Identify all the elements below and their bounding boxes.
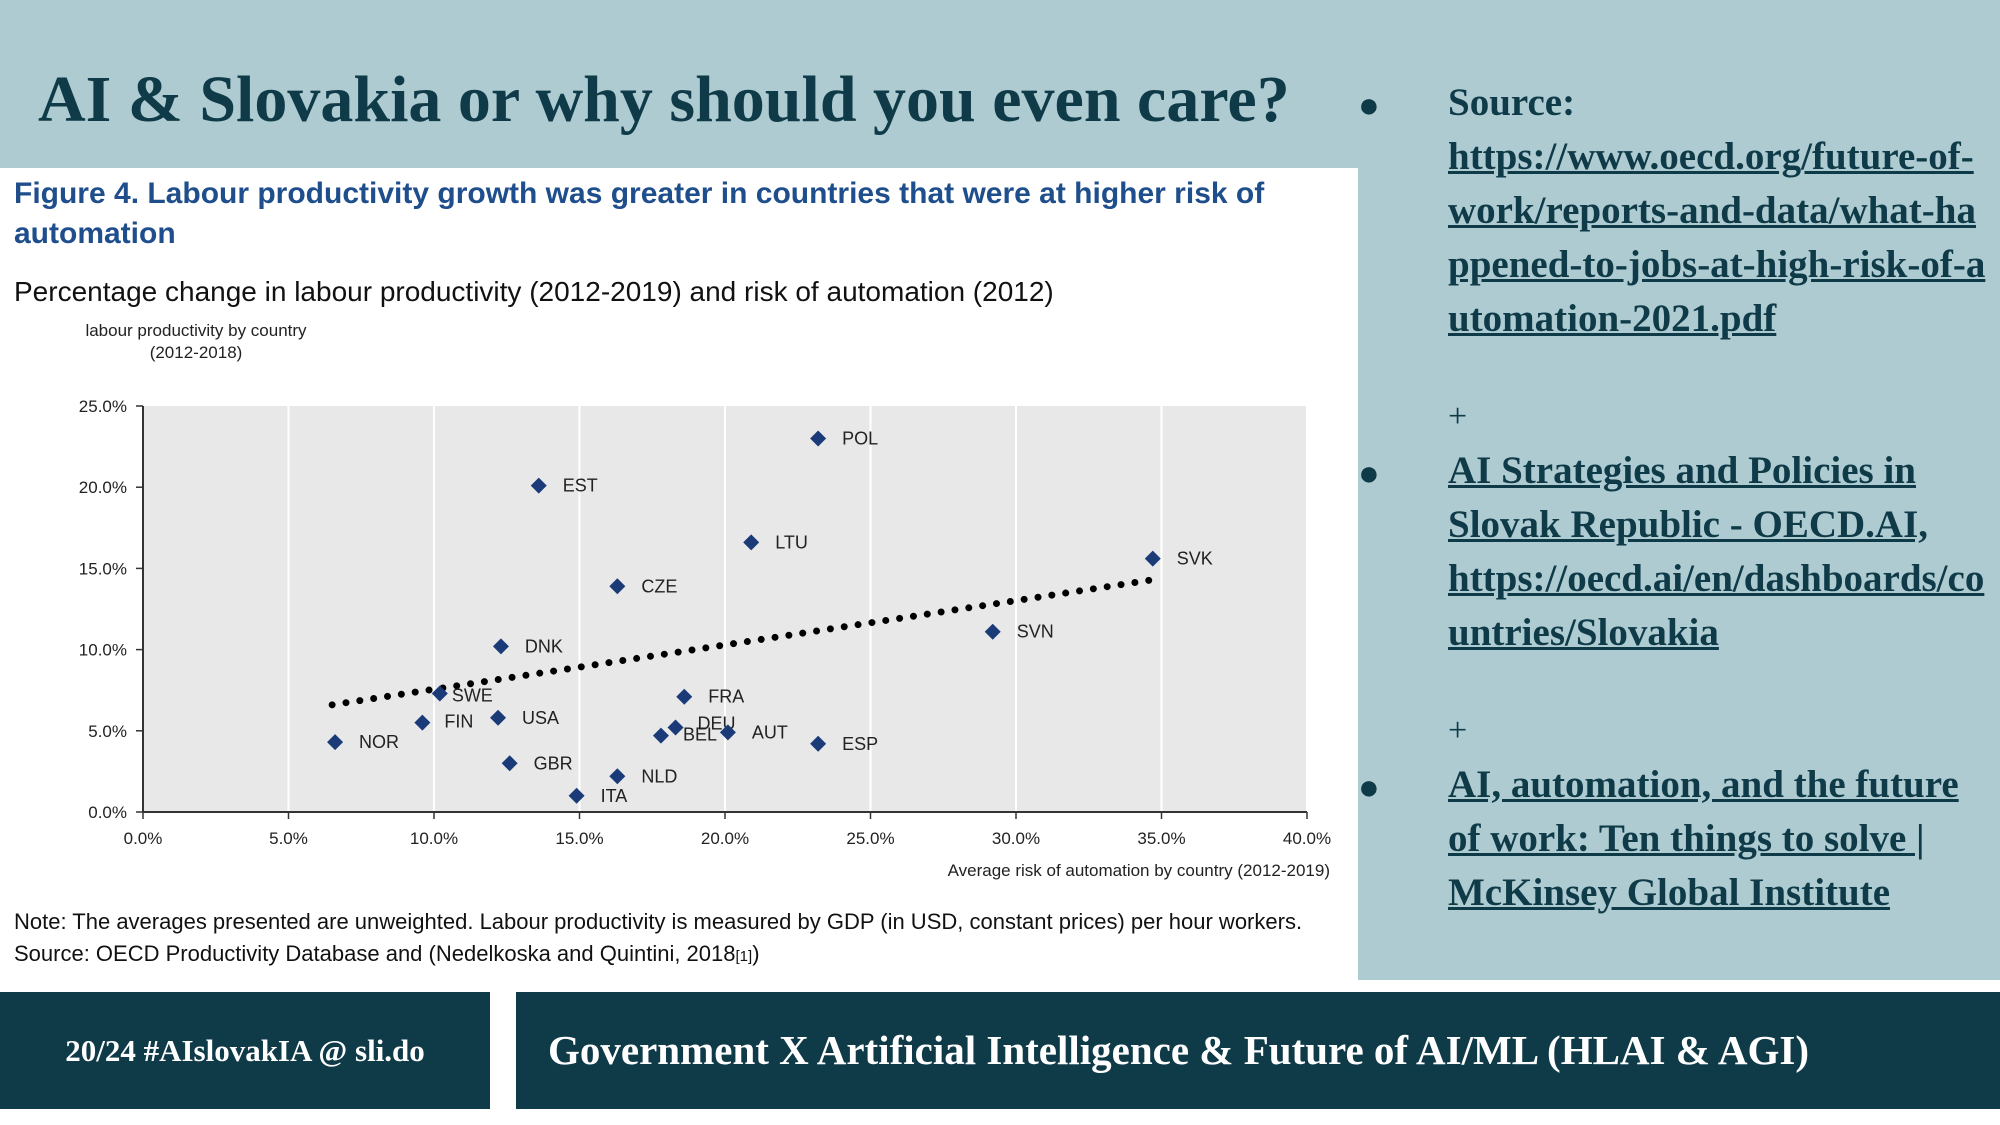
x-tick-label: 35.0%	[1137, 829, 1185, 848]
source-text: Source: OECD Productivity Database and (…	[14, 938, 1302, 973]
sources-panel: ● Source: https://www.oecd.org/future-of…	[1358, 81, 2000, 980]
data-label-esp: ESP	[842, 734, 878, 754]
data-label-nld: NLD	[641, 766, 677, 786]
plus-separator-1: +	[1448, 398, 1468, 435]
data-label-nor: NOR	[359, 732, 399, 752]
trendline-path	[328, 576, 1157, 709]
data-label-ltu: LTU	[775, 532, 808, 552]
source-reference[interactable]: [1]	[735, 948, 753, 965]
data-point-svk	[1144, 550, 1161, 567]
data-point-ltu	[743, 534, 760, 551]
x-tick-label: 20.0%	[701, 829, 749, 848]
y-tick-label: 10.0%	[79, 641, 127, 660]
data-point-ita	[568, 787, 585, 804]
source-citation: Source: OECD Productivity Database and (…	[14, 941, 736, 966]
data-label-usa: USA	[522, 708, 559, 728]
mckinsey-link[interactable]: AI, automation, and the future of work: …	[1448, 763, 1959, 914]
data-point-fra	[676, 688, 693, 705]
gridlines	[287, 406, 1308, 812]
y-tick-label: 5.0%	[88, 722, 127, 741]
data-label-fra: FRA	[708, 687, 744, 707]
y-axis-label-line-2: (2012-2018)	[150, 343, 243, 362]
data-label-dnk: DNK	[525, 636, 563, 656]
data-point-swe	[431, 685, 448, 702]
data-point-nor	[327, 734, 344, 751]
data-point-deu	[667, 719, 684, 736]
axes: 0.0% 5.0% 10.0% 15.0% 20.0% 25.0% 30.0% 35.0% 40…	[79, 397, 1331, 848]
data-point-gbr	[501, 755, 518, 772]
figure-title: Figure 4. Labour productivity growth was…	[14, 177, 1265, 250]
data-point-pol	[810, 430, 827, 447]
data-label-aut: AUT	[752, 722, 788, 742]
data-label-svn: SVN	[1017, 622, 1054, 642]
data-label-ita: ITA	[601, 786, 628, 806]
data-label-gbr: GBR	[534, 753, 573, 773]
figure-subtitle: Percentage change in labour productivity…	[14, 276, 1054, 307]
data-label-cze: CZE	[641, 576, 677, 596]
y-tick-label: 15.0%	[79, 559, 127, 578]
footer-slide-number: 20/24 #AIslovakIA @ sli.do	[0, 992, 490, 1109]
oecd-ai-link[interactable]: AI Strategies and Policies in Slovak Rep…	[1448, 449, 1928, 546]
oecd-report-link[interactable]: https://www.oecd.org/future-of-work/repo…	[1448, 135, 1986, 340]
source-item-2: ● AI Strategies and Policies in Slovak R…	[1358, 444, 1988, 660]
plus-separator-2: +	[1448, 712, 1468, 749]
data-point-dnk	[492, 638, 509, 655]
x-tick-label: 40.0%	[1283, 829, 1331, 848]
data-label-svk: SVK	[1177, 549, 1213, 569]
bullet-icon: ●	[1358, 85, 1380, 125]
footer-presentation-title: Government X Artificial Intelligence & F…	[516, 992, 2000, 1109]
data-point-est	[530, 477, 547, 494]
data-label-swe: SWE	[452, 685, 493, 705]
y-tick-label: 25.0%	[79, 397, 127, 416]
oecd-ai-url-link[interactable]: https://oecd.ai/en/dashboards/countries/…	[1448, 557, 1985, 654]
slide-title: AI & Slovakia or why should you even car…	[38, 63, 1290, 136]
scatter-chart: labour productivity by country (2012-201…	[79, 321, 1331, 880]
y-tick-label: 20.0%	[79, 478, 127, 497]
data-point-esp	[810, 735, 827, 752]
data-point-bel	[652, 727, 669, 744]
x-axis-label: Average risk of automation by country (2…	[948, 861, 1330, 880]
x-tick-label: 30.0%	[992, 829, 1040, 848]
source-label: Source:	[1448, 81, 1576, 124]
x-tick-label: 10.0%	[410, 829, 458, 848]
figure-note: Note: The averages presented are unweigh…	[14, 906, 1302, 973]
x-tick-label: 15.0%	[555, 829, 603, 848]
data-point-usa	[490, 709, 507, 726]
data-point-svn	[984, 623, 1001, 640]
data-point-aut	[719, 724, 736, 741]
source-item-1: ● Source: https://www.oecd.org/future-of…	[1358, 76, 1988, 346]
source-close: )	[752, 941, 760, 966]
x-tick-label: 0.0%	[124, 829, 163, 848]
y-axis-label: labour productivity by country	[85, 321, 307, 340]
trendline	[328, 576, 1157, 709]
data-point-fin	[414, 714, 431, 731]
bullet-icon: ●	[1358, 767, 1380, 807]
data-point-nld	[609, 768, 626, 785]
y-tick-label: 0.0%	[88, 803, 127, 822]
note-text: Note: The averages presented are unweigh…	[14, 909, 1303, 934]
bullet-icon: ●	[1358, 453, 1380, 493]
data-label-bel: BEL	[683, 725, 717, 745]
data-label-est: EST	[563, 476, 598, 496]
x-tick-label: 25.0%	[846, 829, 894, 848]
figure-panel: Figure 4. Labour productivity growth was…	[0, 168, 1358, 980]
source-item-3: ● AI, automation, and the future of work…	[1358, 758, 1988, 920]
data-label-pol: POL	[842, 428, 878, 448]
data-point-cze	[609, 578, 626, 595]
x-tick-label: 5.0%	[269, 829, 308, 848]
data-label-fin: FIN	[444, 712, 473, 732]
